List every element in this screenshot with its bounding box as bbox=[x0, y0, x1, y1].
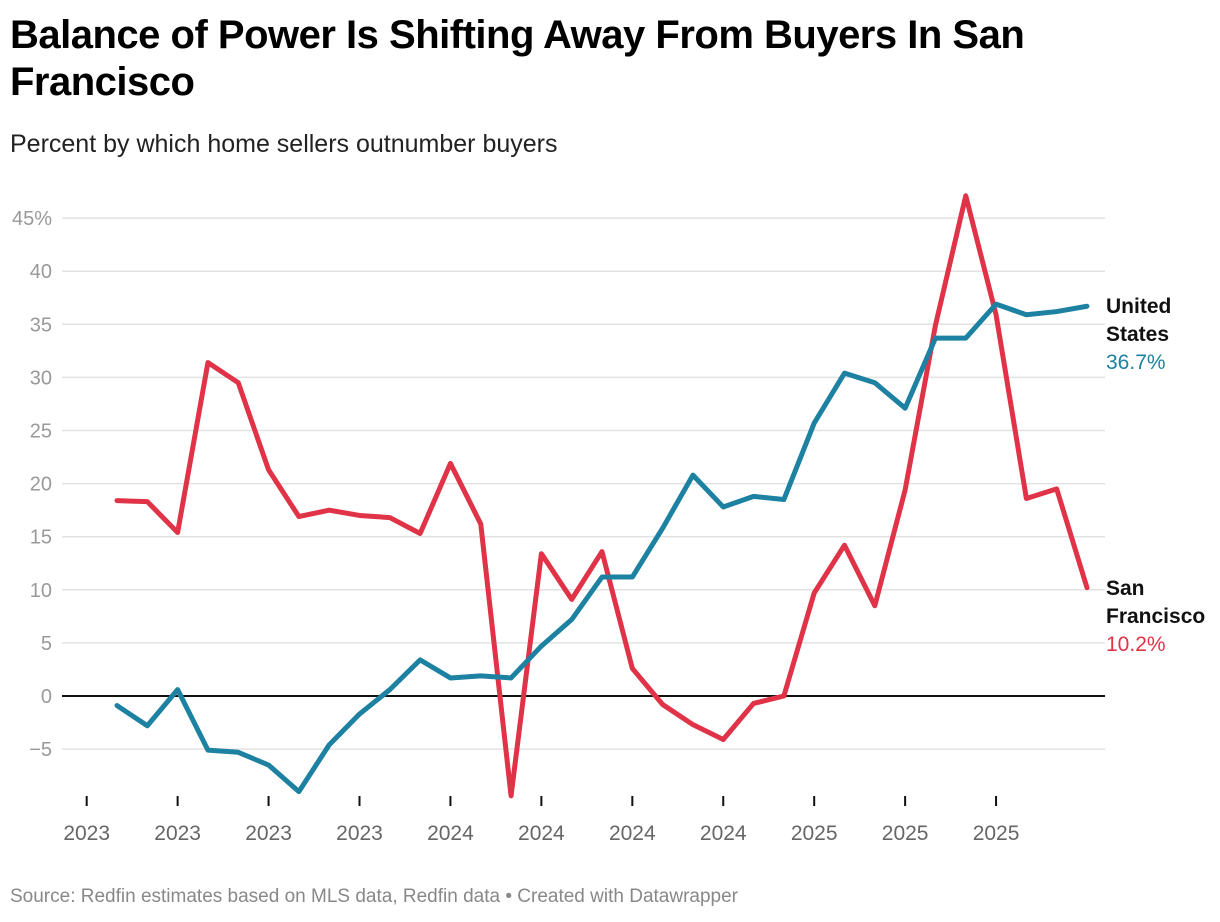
source-note: Source: Redfin estimates based on MLS da… bbox=[10, 886, 738, 907]
x-tick-label: 2023 bbox=[154, 822, 201, 845]
y-tick-label: 5 bbox=[41, 633, 52, 655]
series-end-value: 36.7% bbox=[1106, 351, 1166, 374]
x-tick-label: 2025 bbox=[882, 822, 929, 845]
series-label: Francisco bbox=[1106, 605, 1205, 628]
y-tick-label: 30 bbox=[30, 367, 52, 389]
chart-subtitle: Percent by which home sellers outnumber … bbox=[10, 130, 558, 158]
series-label: States bbox=[1106, 323, 1169, 346]
x-tick-label: 2024 bbox=[427, 822, 474, 845]
series-label: United bbox=[1106, 295, 1171, 318]
x-tick-label: 2024 bbox=[700, 822, 747, 845]
chart-title: Balance of Power Is Shifting Away From B… bbox=[10, 13, 1025, 104]
series-line-united-states bbox=[114, 301, 1090, 795]
y-tick-label: −5 bbox=[29, 739, 52, 761]
x-tick-label: 2023 bbox=[336, 822, 383, 845]
y-tick-label: 25 bbox=[30, 421, 52, 443]
y-tick-label: 0 bbox=[41, 686, 52, 708]
series-label: San bbox=[1106, 577, 1145, 600]
x-tick-label: 2023 bbox=[63, 822, 110, 845]
x-tick-label: 2024 bbox=[609, 822, 656, 845]
y-tick-label: 45% bbox=[12, 208, 52, 230]
x-tick-label: 2023 bbox=[245, 822, 292, 845]
x-tick-label: 2024 bbox=[518, 822, 565, 845]
series-end-value: 10.2% bbox=[1106, 633, 1166, 656]
y-tick-label: 40 bbox=[30, 261, 52, 283]
y-tick-label: 35 bbox=[30, 314, 52, 336]
x-tick-label: 2025 bbox=[973, 822, 1020, 845]
y-tick-label: 10 bbox=[30, 580, 52, 602]
y-tick-label: 20 bbox=[30, 474, 52, 496]
x-tick-label: 2025 bbox=[791, 822, 838, 845]
series-line-san-francisco bbox=[114, 193, 1090, 799]
y-tick-label: 15 bbox=[30, 527, 52, 549]
